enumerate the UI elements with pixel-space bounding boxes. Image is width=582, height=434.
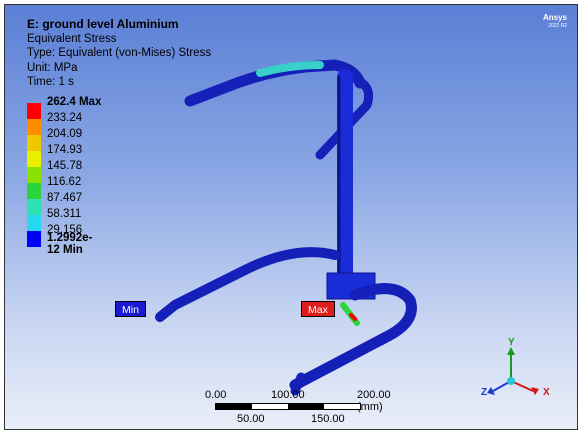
- result-time: Time: 1 s: [27, 76, 74, 89]
- legend-band-2: 233.24: [27, 112, 187, 135]
- legend-swatch: [27, 135, 41, 151]
- triad-arrows: [487, 347, 539, 395]
- legend-band-6: 116.62: [27, 176, 187, 199]
- result-title: E: ground level Aluminium: [27, 17, 179, 31]
- brand-version: 2022 R2: [548, 23, 567, 29]
- scale-label-100: 100.00: [271, 389, 305, 401]
- legend-band-4: 174.93: [27, 144, 187, 167]
- legend-label: 58.311: [47, 208, 82, 220]
- legend-band-7: 87.467: [27, 192, 187, 215]
- coordinate-triad[interactable]: Y Z X: [481, 337, 550, 401]
- result-info: E: ground level Aluminium Equivalent Str…: [27, 17, 211, 90]
- legend-swatch-min: [27, 231, 41, 247]
- model-stress-hotspot-top: [256, 61, 324, 77]
- scale-label-50: 50.00: [237, 413, 265, 425]
- legend-swatch: [27, 103, 41, 119]
- legend-band-5: 145.78: [27, 160, 187, 183]
- scale-segment-1: [216, 404, 252, 409]
- legend-label: 29.156: [47, 224, 83, 236]
- triad-z-label: Z: [481, 387, 488, 398]
- scale-label-150: 150.00: [311, 413, 345, 425]
- triad-y-label: Y: [508, 337, 515, 348]
- legend-band-3: 204.09: [27, 128, 187, 151]
- model-front-loop: [289, 283, 417, 391]
- legend-label: 262.4 Max: [47, 96, 102, 108]
- legend-swatch: [27, 183, 41, 199]
- graphics-viewport[interactable]: E: ground level Aluminium Equivalent Str…: [4, 4, 578, 430]
- result-name: Equivalent Stress: [27, 32, 117, 45]
- legend-swatch: [27, 119, 41, 135]
- min-probe-label[interactable]: Min: [115, 301, 146, 317]
- legend-label: 87.467: [47, 192, 83, 204]
- legend-label: 174.93: [47, 144, 83, 156]
- legend-label: 116.62: [47, 176, 82, 188]
- legend-label: 233.24: [47, 112, 83, 124]
- scale-bar-frame: [215, 403, 361, 410]
- legend-band-1: 262.4 Max: [27, 96, 187, 119]
- scale-label-0: 0.00: [205, 389, 227, 401]
- max-probe-label[interactable]: Max: [301, 301, 335, 317]
- legend-swatch: [27, 215, 41, 231]
- model-left-leg: [155, 247, 340, 322]
- result-unit: Unit: MPa: [27, 61, 78, 74]
- legend-label: 204.09: [47, 128, 83, 140]
- legend-label: 145.78: [47, 160, 83, 172]
- scale-label-200: 200.00 (mm): [357, 389, 391, 413]
- scale-segment-2: [288, 404, 324, 409]
- walker-frame-model[interactable]: [5, 5, 578, 430]
- triad-x-label: X: [543, 387, 550, 398]
- brand-name: Ansys: [542, 13, 567, 22]
- legend-swatch: [27, 199, 41, 215]
- model-max-point: [349, 313, 357, 321]
- legend-swatch: [27, 167, 41, 183]
- legend-min-label: 1.2992e-12 Min: [47, 232, 93, 256]
- legend-swatch: [27, 151, 41, 167]
- ansys-logo: Ansys 2022 R2: [543, 13, 567, 31]
- result-type: Type: Equivalent (von-Mises) Stress: [27, 47, 212, 60]
- model-right-arm: [315, 75, 374, 160]
- legend-band-8: 58.311: [27, 208, 187, 231]
- model-rear-foot: [290, 372, 306, 396]
